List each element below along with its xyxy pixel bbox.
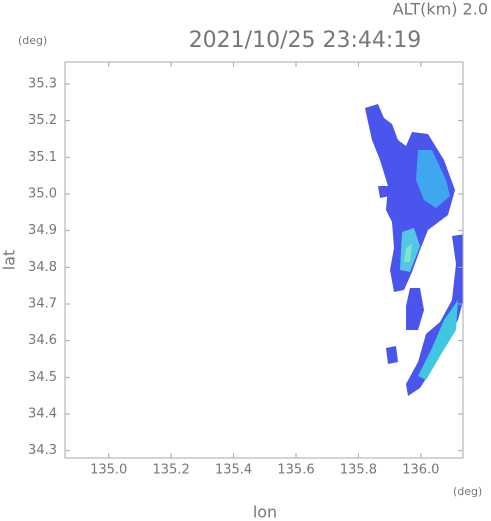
y-tick-label: 34.9 xyxy=(28,223,57,238)
x-tick-label: 135.6 xyxy=(277,463,314,478)
y-tick-label: 34.4 xyxy=(28,407,57,422)
y-axis-label: lat xyxy=(0,250,19,271)
annotation: ALT(km) 2.0 xyxy=(393,0,488,19)
echo xyxy=(404,244,412,262)
x-tick-label: 135.8 xyxy=(340,463,377,478)
plot-frame xyxy=(64,61,464,459)
echo xyxy=(406,234,463,396)
x-axis-label: lon xyxy=(253,503,277,521)
x-tick-label: 135.4 xyxy=(215,463,252,478)
echo xyxy=(365,104,455,292)
y-tick-label: 34.6 xyxy=(28,333,57,348)
x-tick-label: 135.0 xyxy=(90,463,127,478)
y-tick-label: 34.5 xyxy=(28,370,57,385)
echo xyxy=(418,300,458,380)
radar-echoes xyxy=(365,104,463,396)
y-tick-label: 35.3 xyxy=(28,77,57,92)
y-unit: (deg) xyxy=(18,34,47,47)
x-tick-label: 135.2 xyxy=(153,463,190,478)
y-tick-label: 34.7 xyxy=(28,297,57,312)
chart-title: 2021/10/25 23:44:19 xyxy=(189,28,422,53)
y-tick-label: 34.8 xyxy=(28,260,57,275)
echo xyxy=(386,346,398,364)
echo xyxy=(406,288,424,330)
y-tick-label: 35.1 xyxy=(28,150,57,165)
y-tick-label: 35.0 xyxy=(28,187,57,202)
x-unit: (deg) xyxy=(453,485,482,498)
y-tick-label: 35.2 xyxy=(28,113,57,128)
echo xyxy=(416,150,450,208)
echo xyxy=(378,186,390,198)
y-tick-label: 34.3 xyxy=(28,443,57,458)
x-tick-label: 136.0 xyxy=(402,463,439,478)
